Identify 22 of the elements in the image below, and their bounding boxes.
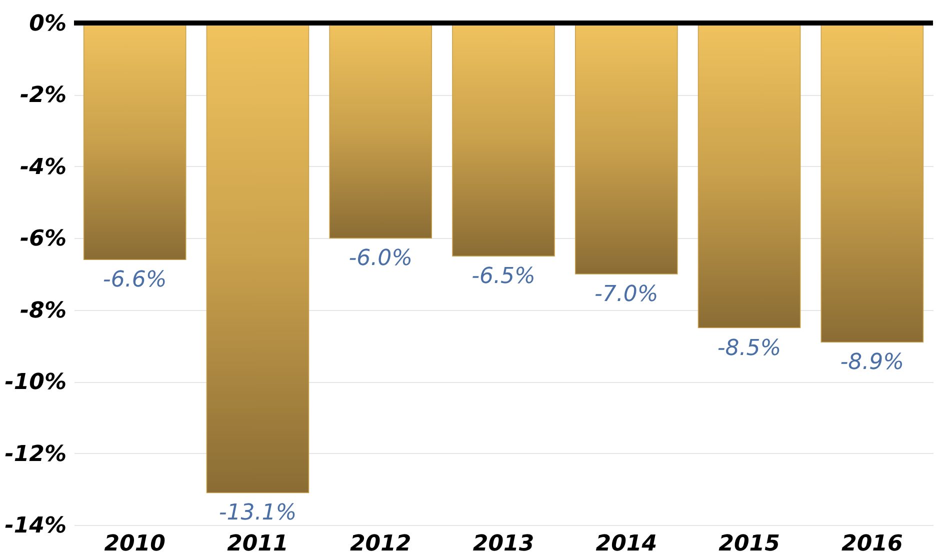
- data-label: -8.5%: [717, 336, 782, 361]
- data-label: -6.0%: [348, 246, 413, 272]
- x-tick-label: 2014: [596, 532, 658, 556]
- x-tick-label: 2016: [842, 532, 903, 556]
- y-tick-label: 0%: [29, 12, 66, 36]
- y-tick-label: -10%: [4, 370, 66, 396]
- data-label: -6.6%: [102, 268, 167, 293]
- x-tick-label: 2013: [472, 532, 534, 556]
- x-tick-label: 2012: [350, 532, 412, 556]
- y-tick-label: -12%: [4, 442, 66, 467]
- x-tick-label: 2011: [227, 532, 288, 556]
- y-tick-label: -2%: [20, 83, 66, 108]
- data-label: -6.5%: [472, 264, 536, 290]
- x-tick-label: 2010: [104, 532, 166, 556]
- data-label: -8.9%: [840, 350, 904, 376]
- y-tick-label: -14%: [4, 514, 66, 538]
- y-tick-label: -8%: [20, 298, 66, 324]
- y-tick-label: -6%: [20, 226, 66, 252]
- data-label: -13.1%: [218, 500, 297, 526]
- x-tick-label: 2015: [718, 532, 780, 556]
- y-tick-label: -4%: [20, 154, 66, 180]
- data-label: -7.0%: [594, 282, 658, 307]
